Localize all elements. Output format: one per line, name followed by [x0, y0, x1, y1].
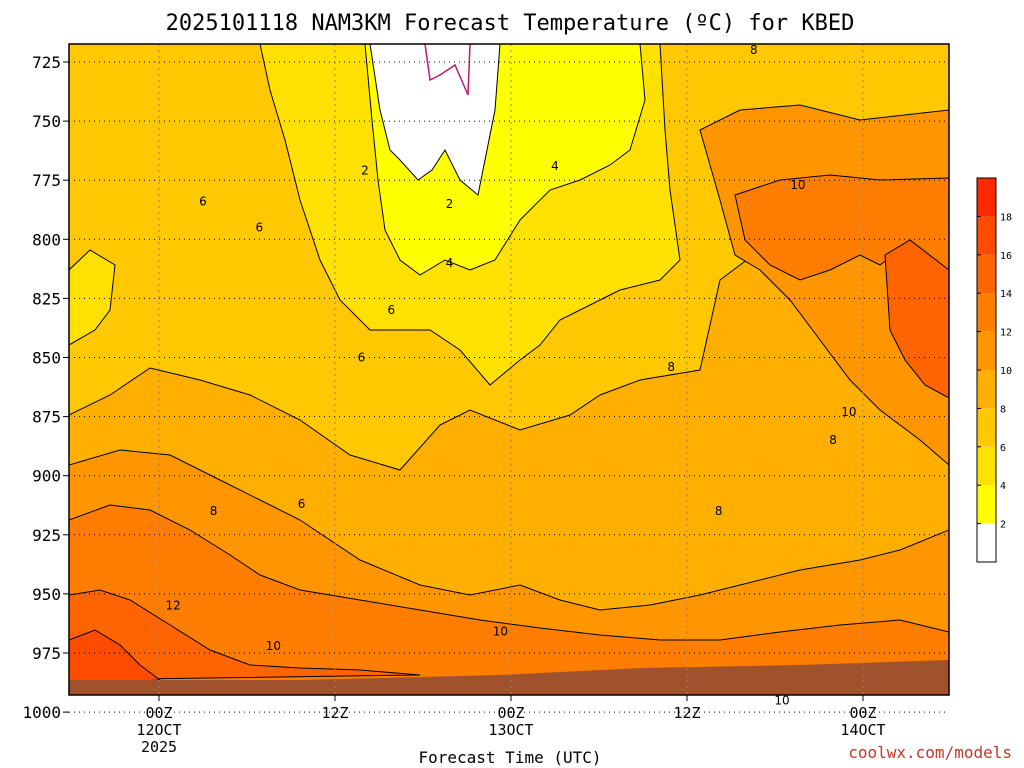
y-tick-label: 875 [32, 408, 61, 427]
x-tick-label: 13OCT [488, 721, 533, 739]
colorbar-label: 14 [1000, 289, 1012, 300]
y-tick-label: 900 [32, 467, 61, 486]
x-tick-label: 14OCT [840, 721, 885, 739]
colorbar-swatch [977, 331, 996, 370]
colorbar: 2 4 6 8 10 12 14 16 18 [976, 177, 1012, 563]
temp-fill-16-18 [69, 629, 162, 685]
colorbar-swatch [977, 446, 996, 486]
x-tick-label: 00Z [849, 704, 876, 722]
y-tick-label: 850 [32, 349, 61, 368]
contour-label: 8 [829, 433, 837, 447]
x-tick-label: 12Z [321, 704, 348, 722]
colorbar-swatch [977, 485, 996, 524]
temp-fill-14-16-upper [884, 239, 949, 399]
contour-label: 10 [493, 625, 508, 639]
contour-label: 6 [298, 497, 306, 511]
contour-label: 10 [790, 178, 805, 192]
x-tick-label: 00Z [497, 704, 524, 722]
y-tick-label: 725 [32, 53, 61, 72]
y-tick-label: 825 [32, 289, 61, 308]
x-tick-label: 12OCT [136, 721, 181, 739]
credit-link[interactable]: coolwx.com/models [848, 743, 1012, 762]
colorbar-label: 2 [1000, 520, 1006, 531]
temp-fill-12-14 [69, 504, 949, 695]
y-tick-label: 800 [32, 230, 61, 249]
colorbar-label: 12 [1000, 328, 1012, 339]
contour-label: 4 [551, 159, 559, 173]
temp-fill-14-16 [69, 589, 421, 681]
contour-label: 12 [165, 599, 180, 613]
chart-title: 2025101118 NAM3KM Forecast Temperature (… [166, 11, 855, 36]
contour-label: 10 [774, 693, 789, 707]
temp-fill-0-2 [369, 44, 501, 196]
colorbar-label: 4 [1000, 481, 1006, 492]
temp-contour-0 [424, 44, 471, 96]
colorbar-swatch [977, 254, 996, 294]
plot-frame [68, 43, 950, 696]
contour-label: 8 [715, 504, 723, 518]
colorbar-label: 8 [1000, 404, 1006, 415]
colorbar-swatch [977, 293, 996, 332]
colorbar-swatch [977, 523, 996, 562]
x-tick-label: 00Z [145, 704, 172, 722]
y-tick-label: 950 [32, 585, 61, 604]
contour-label: 10 [841, 405, 856, 419]
contour-label: 2 [446, 197, 454, 211]
colorbar-swatch [977, 178, 996, 217]
colorbar-swatch [977, 216, 996, 255]
contour-label: 8 [210, 504, 218, 518]
colorbar-swatch [977, 370, 996, 409]
colorbar-label: 16 [1000, 251, 1012, 262]
contour-labels: 2 2 4 4 6 6 6 6 6 8 8 8 8 8 10 10 10 10 10 12 [165, 43, 856, 707]
colorbar-label: 6 [1000, 443, 1006, 454]
y-tick-label: 925 [32, 526, 61, 545]
y-tick-label: 775 [32, 171, 61, 190]
colorbar-label: 18 [1000, 212, 1012, 223]
contour-label: 6 [199, 194, 207, 208]
contour-label: 6 [358, 351, 366, 365]
contour-label: 6 [255, 220, 263, 234]
contour-label: 8 [667, 360, 675, 374]
x-axis-label: Forecast Time (UTC) [418, 748, 601, 767]
contour-label: 2 [361, 164, 369, 178]
y-tick-label: 1000 [22, 703, 61, 722]
grid [69, 44, 949, 713]
x-tick-label: 12Z [673, 704, 700, 722]
plot-area [69, 44, 949, 695]
colorbar-swatch [977, 408, 996, 447]
contour-label: 8 [750, 43, 758, 57]
y-axis: 725 750 775 800 825 850 875 900 925 950 975 1000 [22, 53, 69, 722]
x-tick-label: 2025 [141, 738, 177, 756]
colorbar-label: 10 [1000, 366, 1012, 377]
y-tick-label: 975 [32, 644, 61, 663]
ground-terrain [69, 660, 949, 695]
temp-fill-4-6-left [69, 249, 116, 346]
contour-label: 6 [387, 303, 395, 317]
contour-label: 4 [446, 256, 454, 270]
contour-label: 10 [266, 639, 281, 653]
y-tick-label: 750 [32, 112, 61, 131]
